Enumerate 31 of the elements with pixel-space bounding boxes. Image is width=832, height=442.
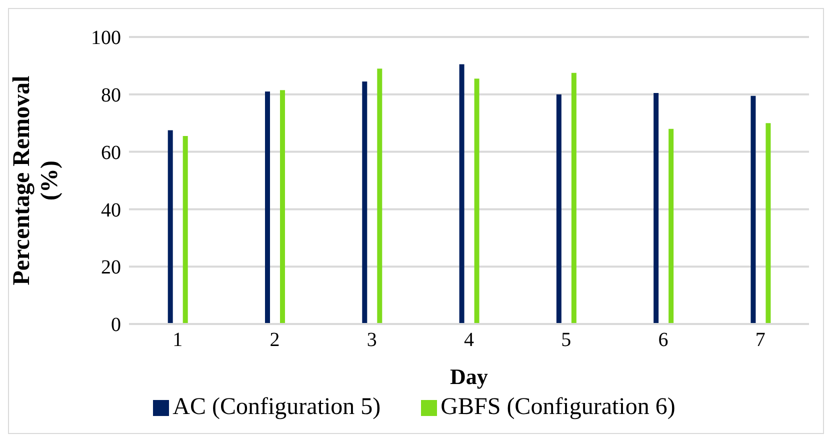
bar [571, 72, 576, 324]
bar [474, 78, 480, 324]
x-tick-label: 3 [366, 329, 377, 352]
x-tick-label: 6 [658, 329, 668, 352]
y-tick-label: 80 [101, 84, 121, 106]
bar [556, 94, 562, 324]
bar [168, 130, 173, 324]
bar [459, 64, 464, 324]
x-tick-label: 5 [561, 329, 572, 352]
bar [280, 90, 285, 324]
y-axis-title: Percentage Removal (%) [9, 75, 63, 286]
x-tick-label: 2 [270, 329, 280, 352]
legend-label: AC (Configuration 5) [172, 394, 381, 420]
bar [766, 123, 771, 324]
x-tick-label: 7 [755, 329, 766, 352]
y-tick-label: 40 [101, 199, 121, 222]
x-axis-title: Day [450, 364, 488, 389]
x-tick-label: 4 [464, 329, 474, 352]
y-tick-label: 20 [101, 256, 121, 279]
y-tick-label: 0 [111, 314, 121, 336]
y-tick-label: 60 [101, 142, 121, 164]
bar [668, 128, 674, 324]
bar [750, 96, 756, 324]
y-tick-label: 100 [91, 27, 121, 50]
bar [182, 136, 188, 324]
bar [362, 81, 368, 324]
bar [265, 92, 270, 324]
legend-label: GBFS (Configuration 6) [440, 394, 676, 420]
x-tick-label: 1 [172, 329, 183, 352]
bar [654, 92, 659, 324]
bar [377, 68, 382, 324]
